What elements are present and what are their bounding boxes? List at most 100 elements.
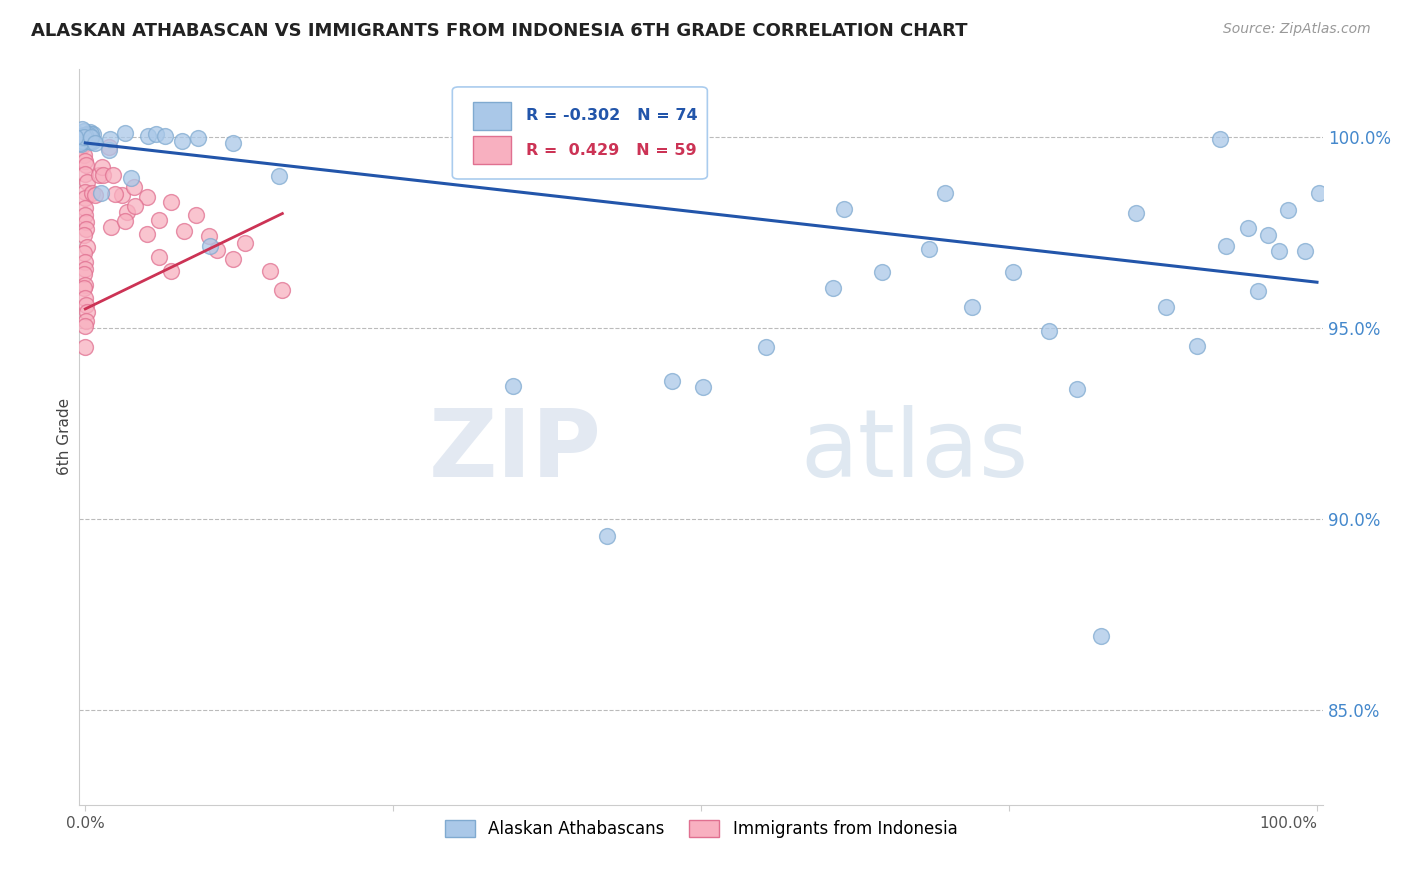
Point	[73, 132, 96, 146]
Text: ZIP: ZIP	[429, 406, 602, 498]
Point	[73, 246, 96, 260]
Point	[75, 191, 97, 205]
Point	[75, 298, 97, 312]
Point	[69, 129, 91, 144]
Point	[73, 341, 96, 355]
Point	[80, 129, 103, 144]
Y-axis label: 6th Grade: 6th Grade	[58, 398, 72, 475]
Point	[76, 305, 98, 319]
Point	[197, 228, 219, 243]
Point	[934, 186, 956, 200]
Point	[1001, 265, 1024, 279]
Point	[73, 130, 96, 145]
Point	[98, 139, 121, 153]
Point	[104, 187, 127, 202]
Point	[80, 132, 103, 146]
Point	[198, 238, 221, 252]
Point	[271, 283, 294, 297]
Point	[148, 251, 170, 265]
Point	[172, 135, 194, 149]
Bar	[474, 136, 510, 164]
Point	[80, 135, 103, 149]
Point	[69, 136, 91, 151]
Point	[832, 202, 855, 216]
Text: R = -0.302   N = 74: R = -0.302 N = 74	[526, 108, 697, 123]
Point	[72, 138, 94, 153]
Point	[692, 380, 714, 394]
Text: atlas: atlas	[800, 406, 1029, 498]
Point	[661, 374, 683, 388]
Point	[122, 180, 145, 194]
Point	[1208, 132, 1230, 146]
Point	[79, 125, 101, 139]
Point	[75, 130, 97, 145]
Point	[1185, 339, 1208, 353]
Point	[75, 222, 97, 236]
Point	[82, 127, 104, 141]
Point	[124, 199, 146, 213]
Point	[1156, 300, 1178, 314]
Point	[1277, 202, 1299, 217]
Point	[110, 188, 132, 202]
Point	[72, 133, 94, 147]
Point	[77, 128, 100, 143]
Point	[65, 127, 87, 141]
Point	[75, 278, 97, 293]
Point	[82, 134, 104, 148]
Point	[1237, 221, 1260, 235]
Point	[84, 187, 107, 202]
Text: 100.0%: 100.0%	[1258, 816, 1317, 831]
Point	[75, 129, 97, 144]
Point	[75, 158, 97, 172]
Point	[75, 208, 97, 222]
Point	[73, 268, 96, 282]
Point	[76, 175, 98, 189]
Point	[755, 340, 778, 354]
Point	[160, 264, 183, 278]
Point	[77, 131, 100, 145]
Text: ALASKAN ATHABASCAN VS IMMIGRANTS FROM INDONESIA 6TH GRADE CORRELATION CHART: ALASKAN ATHABASCAN VS IMMIGRANTS FROM IN…	[31, 22, 967, 40]
Point	[75, 255, 97, 269]
Point	[73, 129, 96, 144]
Text: R =  0.429   N = 59: R = 0.429 N = 59	[526, 143, 696, 158]
Point	[73, 319, 96, 334]
Point	[72, 129, 94, 144]
Point	[1066, 382, 1088, 396]
Point	[205, 244, 228, 258]
Point	[101, 168, 124, 182]
Point	[75, 185, 97, 199]
Point	[72, 131, 94, 145]
Point	[184, 208, 207, 222]
Point	[80, 127, 103, 141]
Point	[153, 129, 176, 144]
Point	[918, 242, 941, 256]
Legend: Alaskan Athabascans, Immigrants from Indonesia: Alaskan Athabascans, Immigrants from Ind…	[439, 813, 965, 845]
Point	[73, 167, 96, 181]
Point	[1308, 186, 1330, 200]
Point	[75, 129, 97, 144]
Text: 0.0%: 0.0%	[66, 816, 104, 831]
Point	[80, 186, 103, 201]
Point	[75, 214, 97, 228]
FancyBboxPatch shape	[453, 87, 707, 179]
Point	[77, 129, 100, 144]
Point	[90, 186, 112, 201]
Text: Source: ZipAtlas.com: Source: ZipAtlas.com	[1223, 22, 1371, 37]
Point	[70, 134, 93, 148]
Point	[596, 529, 619, 543]
Point	[76, 240, 98, 254]
Point	[502, 379, 524, 393]
Point	[136, 190, 159, 204]
Point	[115, 205, 138, 219]
Point	[870, 264, 893, 278]
Point	[75, 314, 97, 328]
Point	[233, 235, 256, 250]
Point	[960, 301, 983, 315]
Point	[84, 136, 107, 150]
Point	[75, 291, 97, 305]
Point	[1038, 324, 1060, 338]
Point	[75, 154, 97, 169]
Point	[114, 214, 136, 228]
Point	[70, 128, 93, 142]
Point	[72, 134, 94, 148]
